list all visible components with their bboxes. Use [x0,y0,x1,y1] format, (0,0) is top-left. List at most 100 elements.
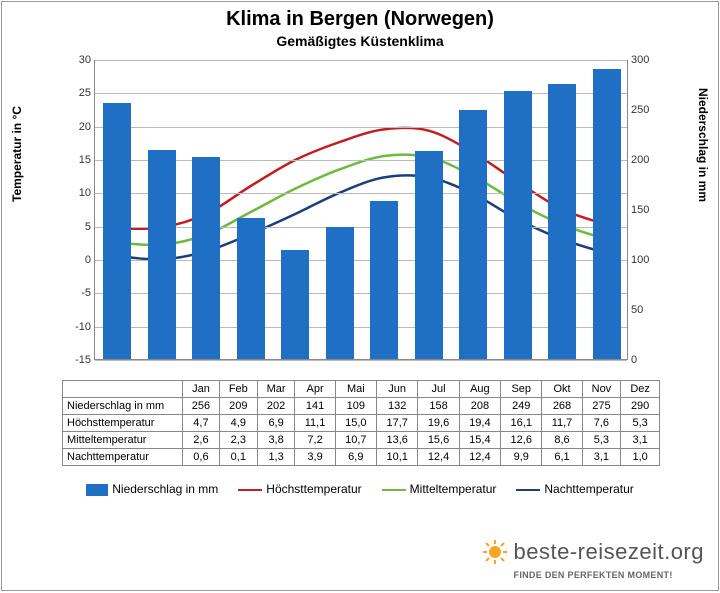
legend-item: Nachttemperatur [516,482,633,496]
ytick-right: 100 [627,254,649,266]
table-cell: 5,3 [582,432,621,449]
ytick-left: 5 [85,221,95,233]
legend-item: Mitteltemperatur [382,482,497,496]
gridline [95,360,627,361]
ytick-right: 300 [627,54,649,66]
legend-swatch-bar [86,484,108,496]
table-cell: 0,1 [219,449,257,466]
month-header: Jun [376,381,417,398]
bar [103,103,131,359]
table-cell: 10,1 [376,449,417,466]
ytick-left: 20 [79,121,95,133]
month-header: Sep [501,381,542,398]
table-cell: 11,7 [542,415,582,432]
plot-area: -15-10-5051015202530050100150200250300 [94,60,628,360]
row-label: Mitteltemperatur [63,432,183,449]
table-cell: 8,6 [542,432,582,449]
table-cell: 15,0 [335,415,376,432]
table-cell: 12,4 [459,449,500,466]
legend-swatch-line [516,489,540,491]
table-cell: 158 [418,398,459,415]
table-cell: 268 [542,398,582,415]
table-cell: 0,6 [183,449,220,466]
table-row: Höchsttemperatur4,74,96,911,115,017,719,… [63,415,660,432]
table-cell: 6,9 [335,449,376,466]
month-header: Feb [219,381,257,398]
ytick-left: -10 [75,321,95,333]
bar [326,227,354,359]
month-header: Aug [459,381,500,398]
legend-swatch-line [238,489,262,491]
ytick-left: 25 [79,87,95,99]
table-cell: 3,8 [257,432,295,449]
legend-item: Höchsttemperatur [238,482,361,496]
month-header: Jan [183,381,220,398]
legend-swatch-line [382,489,406,491]
brand-tagline: FINDE DEN PERFEKTEN MOMENT! [514,570,704,580]
legend: Niederschlag in mm Höchsttemperatur Mittel… [2,482,718,496]
brand-site: beste-reisezeit.org [514,539,704,564]
table-cell: 208 [459,398,500,415]
chart-area: -15-10-5051015202530050100150200250300 [62,60,660,380]
table-cell: 290 [621,398,660,415]
bar [237,218,265,359]
row-label: Nachttemperatur [63,449,183,466]
table-cell: 17,7 [376,415,417,432]
chart-subtitle: Gemäßigtes Küstenklima [2,33,718,49]
table-cell: 6,9 [257,415,295,432]
bar [593,69,621,359]
bar [148,150,176,359]
table-cell: 141 [295,398,335,415]
table-cell: 12,6 [501,432,542,449]
month-header: Jul [418,381,459,398]
legend-label: Nachttemperatur [544,482,633,496]
bar [370,201,398,359]
table-row: Niederschlag in mm2562092021411091321582… [63,398,660,415]
table-cell: 15,6 [418,432,459,449]
table-header-row: JanFebMarAprMaiJunJulAugSepOktNovDez [63,381,660,398]
table-cell: 13,6 [376,432,417,449]
table-cell: 109 [335,398,376,415]
ytick-left: 0 [85,254,95,266]
legend-label: Mitteltemperatur [410,482,497,496]
table-cell: 9,9 [501,449,542,466]
table-cell: 2,6 [183,432,220,449]
line-high [117,128,607,229]
table-cell: 7,6 [582,415,621,432]
row-label: Höchsttemperatur [63,415,183,432]
ytick-right: 200 [627,154,649,166]
table-cell: 132 [376,398,417,415]
sun-icon [482,539,508,570]
table-cell: 19,6 [418,415,459,432]
table-row: Mitteltemperatur2,62,33,87,210,713,615,6… [63,432,660,449]
table-cell: 4,9 [219,415,257,432]
table-cell: 11,1 [295,415,335,432]
table-cell: 249 [501,398,542,415]
table-cell: 5,3 [621,415,660,432]
table-cell: 4,7 [183,415,220,432]
month-header: Mai [335,381,376,398]
bar [504,91,532,359]
ytick-left: 30 [79,54,95,66]
table-row: Nachttemperatur0,60,11,33,96,910,112,412… [63,449,660,466]
table-cell: 7,2 [295,432,335,449]
table-cell: 12,4 [418,449,459,466]
legend-label: Niederschlag in mm [112,482,218,496]
chart-title: Klima in Bergen (Norwegen) [2,8,718,31]
bar [548,84,576,359]
table-cell: 16,1 [501,415,542,432]
branding: beste-reisezeit.org FINDE DEN PERFEKTEN … [482,539,704,580]
row-label: Niederschlag in mm [63,398,183,415]
month-header: Nov [582,381,621,398]
ytick-right: 150 [627,204,649,216]
bar [459,110,487,359]
ytick-left: 10 [79,187,95,199]
ytick-left: -5 [81,287,95,299]
ytick-right: 50 [627,304,643,316]
y-axis-left-label: Temperatur in °C [10,106,24,202]
gridline [95,127,627,128]
table-cell: 3,1 [582,449,621,466]
month-header: Okt [542,381,582,398]
line-low [117,175,607,259]
table-cell: 3,1 [621,432,660,449]
